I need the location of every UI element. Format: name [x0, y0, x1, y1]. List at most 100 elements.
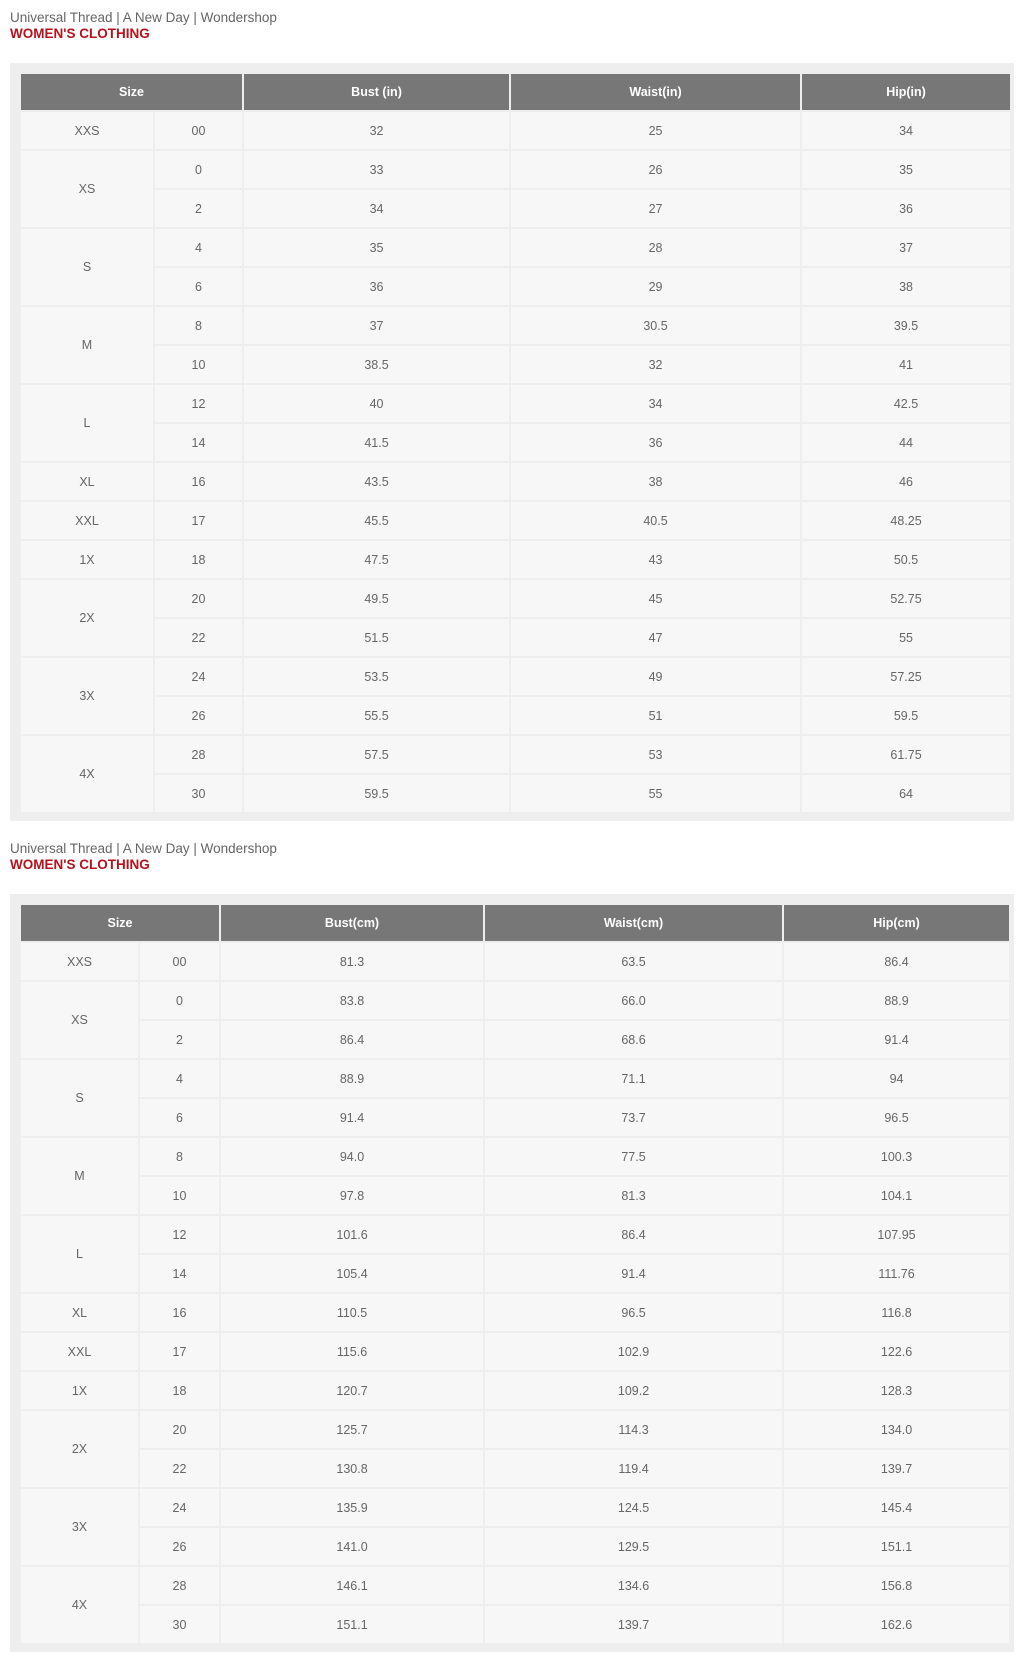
size-number: 8 — [140, 1138, 220, 1175]
waist-value: 32 — [511, 346, 801, 383]
size-table: Size Bust (in) Waist(in) Hip(in) XXS 00 32… — [19, 72, 1012, 814]
table-row: 30 151.1 139.7 162.6 — [21, 1606, 1010, 1643]
hip-value: 42.5 — [802, 385, 1011, 422]
table-row: L 12 101.6 86.4 107.95 — [21, 1216, 1010, 1292]
bust-value: 115.6 — [221, 1333, 484, 1370]
header-waist: Waist(in) — [511, 74, 801, 110]
table-row: XS 0 33 26 35 — [21, 151, 1011, 227]
size-label: XXL — [21, 1333, 138, 1370]
hip-value: 48.25 — [802, 502, 1011, 539]
hip-value: 44 — [802, 424, 1011, 461]
hip-value: 151.1 — [784, 1528, 1010, 1565]
waist-value: 71.1 — [485, 1060, 783, 1097]
hip-value: 139.7 — [784, 1450, 1010, 1487]
table-row: 10 38.5 32 41 — [21, 346, 1011, 383]
bust-value: 125.7 — [221, 1411, 484, 1448]
bust-value: 94.0 — [221, 1138, 484, 1175]
hip-value: 116.8 — [784, 1294, 1010, 1331]
hip-value: 104.1 — [784, 1177, 1010, 1214]
waist-value: 114.3 — [485, 1411, 783, 1448]
table-row: 6 36 29 38 — [21, 268, 1011, 305]
size-number: 14 — [140, 1255, 220, 1292]
hip-value: 55 — [802, 619, 1011, 656]
size-number: 20 — [155, 580, 243, 617]
table-row: L 12 40 34 42.5 — [21, 385, 1011, 461]
waist-value: 47 — [511, 619, 801, 656]
hip-value: 156.8 — [784, 1567, 1010, 1604]
hip-value: 88.9 — [784, 982, 1010, 1019]
bust-value: 37 — [244, 307, 510, 344]
table-row: 3X 24 135.9 124.5 145.4 — [21, 1489, 1010, 1565]
hip-value: 111.76 — [784, 1255, 1010, 1292]
size-label: S — [21, 229, 153, 305]
size-number: 22 — [140, 1450, 220, 1487]
size-number: 6 — [155, 268, 243, 305]
waist-value: 81.3 — [485, 1177, 783, 1214]
hip-value: 128.3 — [784, 1372, 1010, 1409]
table-row: M 8 94.0 77.5 100.3 — [21, 1138, 1010, 1214]
table-row: XS 0 83.8 66.0 88.9 — [21, 982, 1010, 1058]
size-number: 16 — [155, 463, 243, 500]
size-number: 16 — [140, 1294, 220, 1331]
table-row: 14 41.5 36 44 — [21, 424, 1011, 461]
bust-value: 32 — [244, 112, 510, 149]
size-number: 12 — [155, 385, 243, 422]
hip-value: 91.4 — [784, 1021, 1010, 1058]
size-number: 10 — [140, 1177, 220, 1214]
size-number: 26 — [155, 697, 243, 734]
header-waist: Waist(cm) — [485, 905, 783, 941]
size-number: 4 — [155, 229, 243, 266]
waist-value: 96.5 — [485, 1294, 783, 1331]
waist-value: 49 — [511, 658, 801, 695]
waist-value: 134.6 — [485, 1567, 783, 1604]
size-number: 2 — [140, 1021, 220, 1058]
bust-value: 59.5 — [244, 775, 510, 812]
waist-value: 102.9 — [485, 1333, 783, 1370]
waist-value: 124.5 — [485, 1489, 783, 1526]
size-label: 3X — [21, 1489, 138, 1565]
size-table: Size Bust(cm) Waist(cm) Hip(cm) XXS 00 81.… — [19, 903, 1011, 1645]
waist-value: 28 — [511, 229, 801, 266]
bust-value: 45.5 — [244, 502, 510, 539]
bust-value: 120.7 — [221, 1372, 484, 1409]
waist-value: 34 — [511, 385, 801, 422]
bust-value: 55.5 — [244, 697, 510, 734]
waist-value: 66.0 — [485, 982, 783, 1019]
waist-value: 45 — [511, 580, 801, 617]
bust-value: 38.5 — [244, 346, 510, 383]
table-row: 4X 28 146.1 134.6 156.8 — [21, 1567, 1010, 1643]
size-number: 6 — [140, 1099, 220, 1136]
size-number: 22 — [155, 619, 243, 656]
waist-value: 38 — [511, 463, 801, 500]
hip-value: 38 — [802, 268, 1011, 305]
bust-value: 33 — [244, 151, 510, 188]
size-chart-inches: Universal Thread | A New Day | Wondersho… — [10, 10, 1014, 821]
table-row: 6 91.4 73.7 96.5 — [21, 1099, 1010, 1136]
waist-value: 27 — [511, 190, 801, 227]
table-row: XXS 00 81.3 63.5 86.4 — [21, 943, 1010, 980]
table-panel: Size Bust(cm) Waist(cm) Hip(cm) XXS 00 81.… — [10, 894, 1014, 1652]
table-row: S 4 88.9 71.1 94 — [21, 1060, 1010, 1136]
size-label: M — [21, 1138, 138, 1214]
table-panel: Size Bust (in) Waist(in) Hip(in) XXS 00 32… — [10, 63, 1014, 821]
waist-value: 36 — [511, 424, 801, 461]
table-row: 22 51.5 47 55 — [21, 619, 1011, 656]
waist-value: 119.4 — [485, 1450, 783, 1487]
bust-value: 41.5 — [244, 424, 510, 461]
waist-value: 43 — [511, 541, 801, 578]
table-row: 4X 28 57.5 53 61.75 — [21, 736, 1011, 812]
bust-value: 141.0 — [221, 1528, 484, 1565]
hip-value: 52.75 — [802, 580, 1011, 617]
size-label: 4X — [21, 736, 153, 812]
bust-value: 110.5 — [221, 1294, 484, 1331]
waist-value: 139.7 — [485, 1606, 783, 1643]
brand-list: Universal Thread | A New Day | Wondersho… — [10, 10, 277, 25]
size-label: XL — [21, 1294, 138, 1331]
size-label: XXS — [21, 112, 153, 149]
brand-list: Universal Thread | A New Day | Wondersho… — [10, 841, 277, 856]
section-heading: WOMEN'S CLOTHING — [10, 26, 150, 41]
hip-value: 59.5 — [802, 697, 1011, 734]
table-row: XL 16 110.5 96.5 116.8 — [21, 1294, 1010, 1331]
bust-value: 146.1 — [221, 1567, 484, 1604]
hip-value: 96.5 — [784, 1099, 1010, 1136]
